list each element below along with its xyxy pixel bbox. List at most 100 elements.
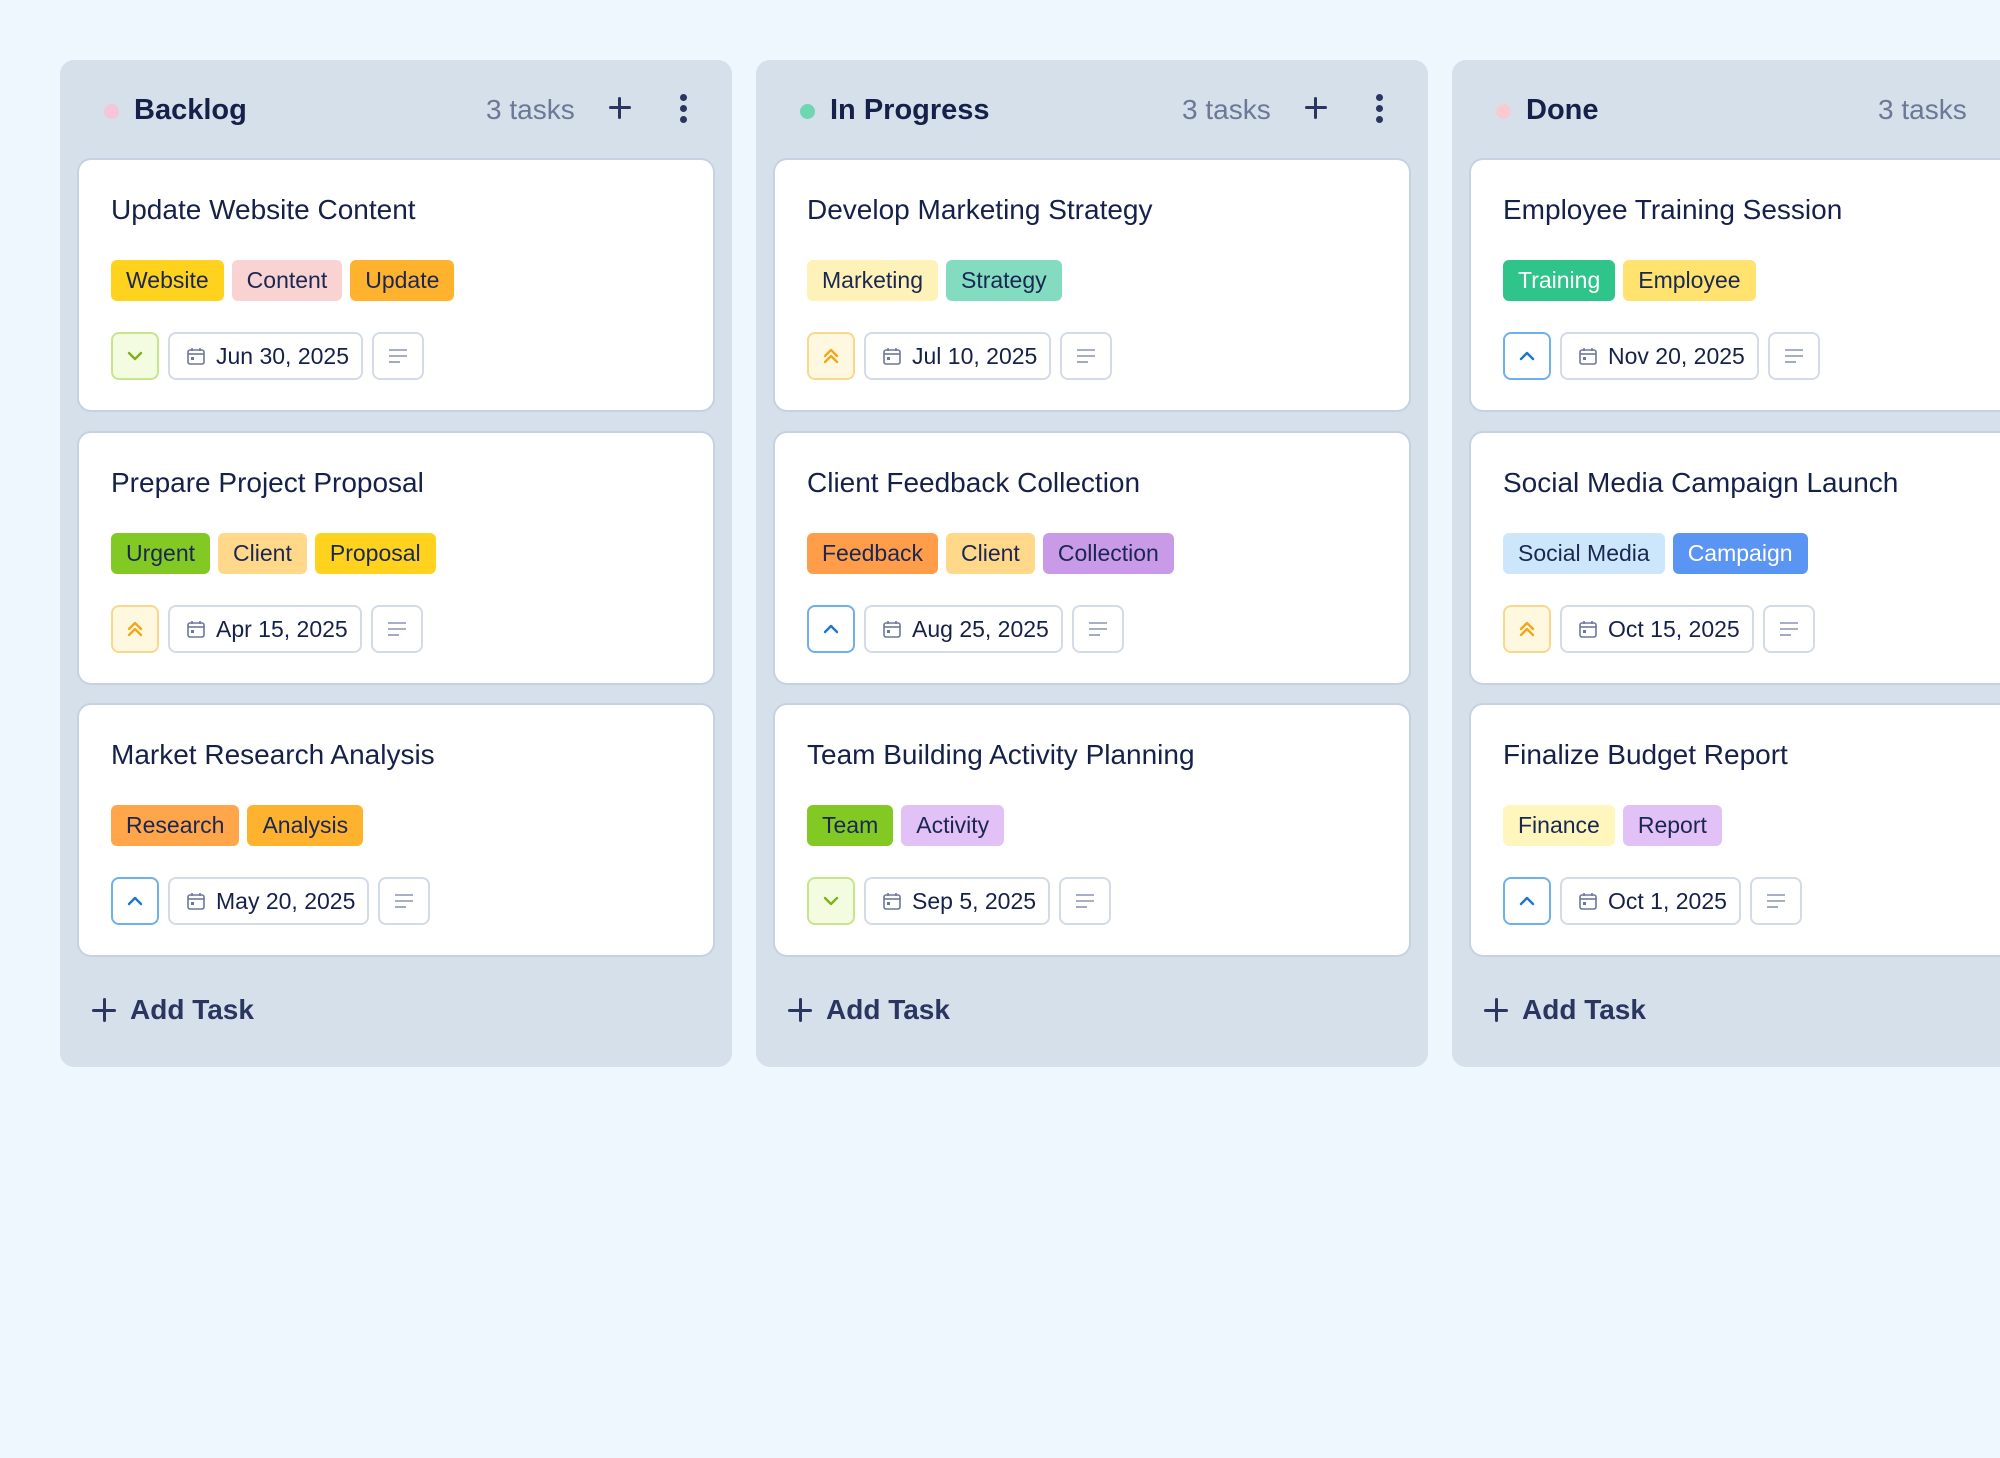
task-title: Finalize Budget Report bbox=[1503, 739, 1788, 770]
task-card[interactable]: Finalize Budget Report Finance Report Oc… bbox=[1469, 703, 2000, 957]
more-options-icon[interactable] bbox=[1364, 88, 1394, 128]
text-lines-icon bbox=[1076, 894, 1095, 908]
due-date-chip[interactable]: Jun 30, 2025 bbox=[168, 332, 364, 380]
column-task-count: 3 tasks bbox=[1878, 94, 1967, 125]
due-date: Oct 1, 2025 bbox=[1608, 887, 1727, 914]
due-date-chip[interactable]: Aug 25, 2025 bbox=[864, 605, 1063, 653]
description-button[interactable] bbox=[370, 605, 423, 653]
task-meta: Oct 1, 2025 bbox=[1503, 877, 1802, 925]
text-lines-icon bbox=[387, 622, 406, 636]
priority-badge[interactable] bbox=[807, 877, 855, 925]
task-card[interactable]: Team Building Activity Planning Team Act… bbox=[773, 703, 1411, 957]
column-title: In Progress bbox=[830, 94, 990, 126]
add-task-button[interactable]: Add Task bbox=[788, 990, 950, 1030]
text-lines-icon bbox=[1766, 894, 1785, 908]
task-tags: Marketing Strategy bbox=[807, 260, 1062, 301]
tag: Social Media bbox=[1503, 533, 1665, 574]
calendar-icon bbox=[883, 348, 901, 365]
task-title: Develop Marketing Strategy bbox=[807, 194, 1153, 225]
calendar-icon bbox=[883, 893, 901, 910]
text-lines-icon bbox=[395, 894, 414, 908]
add-task-button[interactable]: Add Task bbox=[1484, 990, 1646, 1030]
priority-badge[interactable] bbox=[1503, 877, 1551, 925]
task-card[interactable]: Client Feedback Collection Feedback Clie… bbox=[773, 431, 1411, 685]
task-tags: Feedback Client Collection bbox=[807, 533, 1174, 574]
tag: Content bbox=[231, 260, 343, 301]
priority-badge[interactable] bbox=[111, 332, 159, 380]
add-card-icon[interactable] bbox=[1990, 86, 2000, 130]
priority-badge[interactable] bbox=[1503, 332, 1551, 380]
calendar-icon bbox=[1579, 348, 1597, 365]
text-lines-icon bbox=[1784, 349, 1803, 363]
column-header: In Progress 3 tasks bbox=[756, 60, 1428, 158]
task-meta: Sep 5, 2025 bbox=[807, 877, 1112, 925]
task-card[interactable]: Update Website Content Website Content U… bbox=[77, 158, 715, 412]
text-lines-icon bbox=[1088, 622, 1107, 636]
description-button[interactable] bbox=[372, 332, 425, 380]
description-button[interactable] bbox=[1749, 877, 1802, 925]
add-card-icon[interactable] bbox=[1294, 86, 1338, 130]
tag: Team bbox=[807, 805, 894, 846]
tag: Employee bbox=[1623, 260, 1756, 301]
kanban-board: Backlog 3 tasks Update Website Content W… bbox=[60, 60, 2000, 1080]
due-date: Oct 15, 2025 bbox=[1608, 615, 1740, 642]
task-card[interactable]: Market Research Analysis Research Analys… bbox=[77, 703, 715, 957]
chevron-up-icon bbox=[127, 896, 143, 906]
plus-icon bbox=[788, 998, 812, 1022]
task-card[interactable]: Employee Training Session Training Emplo… bbox=[1469, 158, 2000, 412]
calendar-icon bbox=[187, 348, 205, 365]
column-header: Done 3 tasks bbox=[1452, 60, 2000, 158]
priority-badge[interactable] bbox=[111, 605, 159, 653]
priority-badge[interactable] bbox=[1503, 605, 1551, 653]
due-date: May 20, 2025 bbox=[216, 887, 356, 914]
tag: Finance bbox=[1503, 805, 1615, 846]
column-title: Done bbox=[1526, 94, 1599, 126]
description-button[interactable] bbox=[1059, 877, 1112, 925]
due-date-chip[interactable]: Apr 15, 2025 bbox=[168, 605, 362, 653]
task-tags: Finance Report bbox=[1503, 805, 1722, 846]
due-date-chip[interactable]: Jul 10, 2025 bbox=[864, 332, 1052, 380]
task-title: Social Media Campaign Launch bbox=[1503, 467, 1899, 498]
due-date-chip[interactable]: May 20, 2025 bbox=[168, 877, 370, 925]
task-card[interactable]: Develop Marketing Strategy Marketing Str… bbox=[773, 158, 1411, 412]
task-meta: Oct 15, 2025 bbox=[1503, 605, 1815, 653]
description-button[interactable] bbox=[378, 877, 431, 925]
task-tags: Training Employee bbox=[1503, 260, 1756, 301]
description-button[interactable] bbox=[1767, 332, 1820, 380]
description-button[interactable] bbox=[1762, 605, 1815, 653]
column-in-progress: In Progress 3 tasks Develop Marketing St… bbox=[756, 60, 1428, 1067]
task-title: Update Website Content bbox=[111, 194, 416, 225]
due-date-chip[interactable]: Nov 20, 2025 bbox=[1560, 332, 1759, 380]
description-button[interactable] bbox=[1060, 332, 1113, 380]
priority-badge[interactable] bbox=[807, 332, 855, 380]
add-task-button[interactable]: Add Task bbox=[92, 990, 254, 1030]
chevron-down-icon bbox=[823, 896, 839, 906]
chevron-up-icon bbox=[1519, 896, 1535, 906]
task-card[interactable]: Prepare Project Proposal Urgent Client P… bbox=[77, 431, 715, 685]
add-task-label: Add Task bbox=[826, 994, 950, 1025]
text-lines-icon bbox=[1077, 349, 1096, 363]
calendar-icon bbox=[1579, 893, 1597, 910]
double-chevron-up-icon bbox=[127, 621, 143, 637]
due-date-chip[interactable]: Oct 1, 2025 bbox=[1560, 877, 1741, 925]
description-button[interactable] bbox=[1071, 605, 1124, 653]
priority-badge[interactable] bbox=[807, 605, 855, 653]
task-meta: Aug 25, 2025 bbox=[807, 605, 1124, 653]
due-date-chip[interactable]: Oct 15, 2025 bbox=[1560, 605, 1754, 653]
add-card-icon[interactable] bbox=[598, 86, 642, 130]
calendar-icon bbox=[187, 893, 205, 910]
due-date-chip[interactable]: Sep 5, 2025 bbox=[864, 877, 1051, 925]
task-tags: Social Media Campaign bbox=[1503, 533, 1808, 574]
task-meta: May 20, 2025 bbox=[111, 877, 431, 925]
priority-badge[interactable] bbox=[111, 877, 159, 925]
text-lines-icon bbox=[389, 349, 408, 363]
double-chevron-up-icon bbox=[1519, 621, 1535, 637]
column-title: Backlog bbox=[134, 94, 247, 126]
task-card[interactable]: Social Media Campaign Launch Social Medi… bbox=[1469, 431, 2000, 685]
tag: Training bbox=[1503, 260, 1616, 301]
task-tags: Website Content Update bbox=[111, 260, 455, 301]
tag: Website bbox=[111, 260, 224, 301]
more-options-icon[interactable] bbox=[668, 88, 698, 128]
task-meta: Apr 15, 2025 bbox=[111, 605, 423, 653]
task-meta: Nov 20, 2025 bbox=[1503, 332, 1820, 380]
